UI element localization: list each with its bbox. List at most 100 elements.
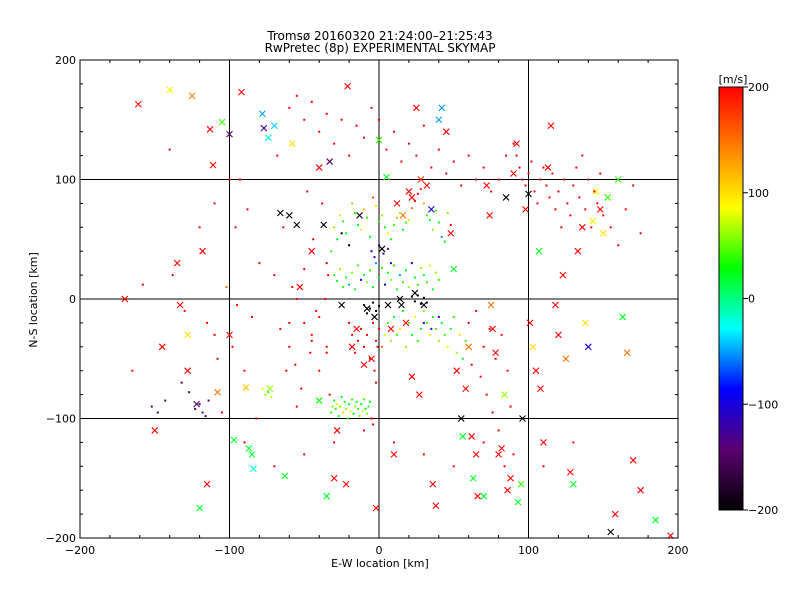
data-point-dot: [213, 202, 216, 205]
data-point-dot: [303, 453, 306, 456]
data-point-cross: [281, 472, 289, 480]
data-point-dot: [342, 220, 345, 223]
data-point-cross: [450, 265, 458, 273]
data-point-dot: [500, 333, 503, 336]
data-point-dot: [325, 262, 328, 265]
data-point-cross: [614, 176, 622, 183]
data-point-dot: [425, 214, 428, 217]
data-point-dot: [632, 184, 635, 187]
data-point-dot: [288, 345, 291, 348]
data-point-dot: [410, 333, 413, 336]
data-point-cross: [462, 385, 470, 393]
data-point-cross: [415, 391, 423, 398]
x-tick-label: 0: [376, 544, 383, 557]
data-point-cross: [453, 367, 461, 375]
data-point-dot: [261, 387, 264, 390]
data-point-cross: [474, 492, 482, 500]
data-point-dot: [440, 235, 443, 238]
data-point-dot: [392, 223, 395, 226]
data-point-cross: [371, 313, 378, 321]
data-point-dot: [491, 411, 494, 414]
x-tick-label: 100: [518, 544, 539, 557]
data-point-dot: [328, 393, 331, 396]
colorbar-tick-label: −100: [748, 398, 778, 411]
data-point-cross: [214, 388, 221, 396]
data-point-dot: [300, 387, 303, 390]
data-point-dot: [446, 345, 449, 348]
data-point-dot: [333, 399, 336, 402]
data-point-cross: [566, 468, 574, 476]
data-point-dot: [386, 321, 389, 324]
y-tick-label: −100: [46, 413, 76, 426]
data-point-dot: [422, 321, 425, 324]
data-point-cross: [218, 118, 226, 126]
data-point-dot: [482, 441, 485, 444]
data-point-dot: [479, 375, 482, 378]
data-point-dot: [422, 296, 425, 299]
data-point-dot: [342, 286, 345, 289]
data-point-dot: [164, 399, 167, 402]
data-point-dot: [267, 391, 270, 394]
data-point-dot: [325, 345, 328, 348]
data-point-dot: [351, 333, 354, 336]
chart-subtitle: RwPretec (8p) EXPERIMENTAL SKYMAP: [265, 41, 496, 55]
y-axis-label: N-S location [km]: [27, 252, 40, 348]
data-point-cross: [480, 492, 488, 500]
data-point-dot: [255, 417, 258, 420]
data-point-dot: [303, 118, 306, 121]
data-point-dot: [366, 312, 369, 315]
data-point-dot: [431, 288, 434, 291]
data-point-cross: [507, 474, 514, 482]
data-point-dot: [422, 202, 425, 205]
data-point-cross: [472, 450, 480, 458]
data-point-dot: [602, 214, 605, 217]
data-point-dot: [375, 262, 378, 265]
data-point-dot: [333, 274, 336, 277]
data-point-dot: [395, 288, 398, 291]
data-point-dot: [581, 154, 584, 157]
data-point-cross: [356, 211, 363, 219]
data-point-dot: [404, 221, 407, 224]
data-point-dot: [354, 288, 357, 291]
data-point-dot: [560, 226, 563, 229]
data-point-dot: [398, 327, 401, 330]
data-point-dot: [334, 407, 337, 410]
data-point-dot: [372, 286, 375, 289]
data-point-cross: [457, 415, 465, 422]
data-point-dot: [470, 363, 473, 366]
data-point-cross: [589, 217, 597, 225]
data-point-dot: [295, 405, 298, 408]
data-point-cross: [604, 194, 612, 201]
data-point-cross: [151, 427, 159, 434]
data-point-dot: [533, 190, 536, 193]
colorbar-unit-label: [m/s]: [719, 73, 748, 86]
data-point-dot: [340, 232, 343, 235]
data-point-cross: [398, 301, 405, 309]
data-point-cross: [193, 400, 200, 408]
data-point-dot: [386, 247, 389, 250]
data-point-dot: [378, 118, 380, 121]
data-point-cross: [487, 301, 495, 309]
data-point-dot: [431, 228, 434, 231]
data-point-cross: [619, 313, 627, 321]
data-point-dot: [325, 112, 328, 115]
data-point-cross: [266, 385, 274, 393]
data-point-dot: [369, 235, 372, 238]
data-point-dot: [369, 307, 372, 310]
data-point-dot: [357, 339, 360, 342]
data-point-dot: [378, 244, 380, 247]
data-point-cross: [315, 397, 323, 404]
data-point-dot: [366, 281, 369, 284]
data-point-dot: [346, 417, 349, 420]
data-point-dot: [318, 369, 321, 372]
data-point-cross: [547, 122, 555, 130]
data-point-dot: [360, 327, 363, 330]
data-point-dot: [617, 244, 620, 247]
data-point-dot: [578, 196, 581, 199]
data-point-dot: [348, 321, 351, 324]
data-point-cross: [196, 504, 203, 512]
data-point-dot: [354, 405, 357, 408]
data-point-dot: [194, 407, 197, 410]
